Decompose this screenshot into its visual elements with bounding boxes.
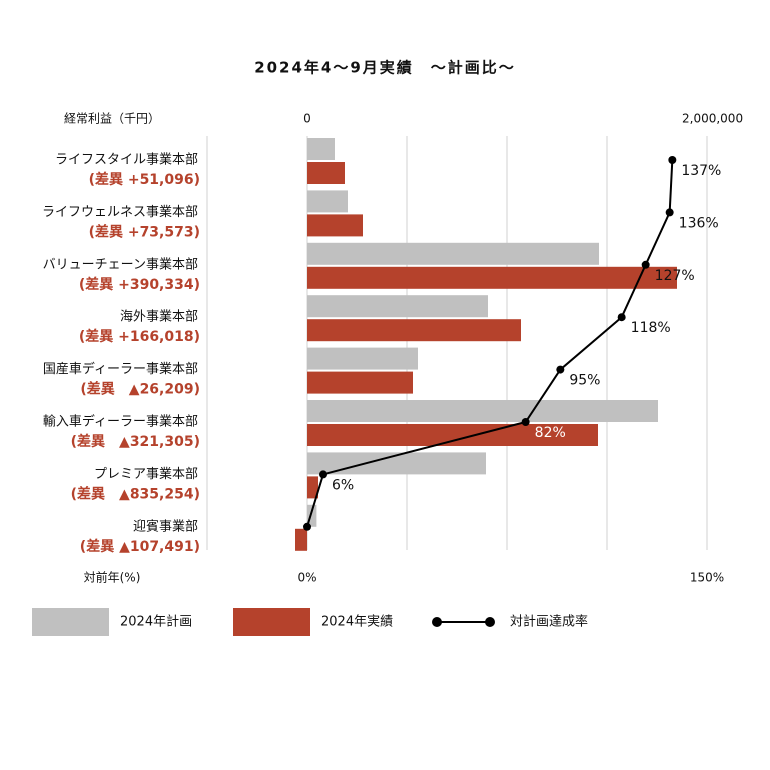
bar bbox=[307, 504, 317, 527]
bar bbox=[307, 190, 348, 213]
bar bbox=[307, 476, 318, 499]
bar bbox=[307, 452, 486, 475]
rate-point bbox=[556, 365, 565, 374]
rate-label: 127% bbox=[655, 268, 695, 284]
bar bbox=[307, 138, 335, 160]
category-label: 国産車ディーラー事業本部 bbox=[43, 361, 198, 377]
category-label: 輸入車ディーラー事業本部 bbox=[43, 414, 198, 430]
category-label: 海外事業本部 bbox=[120, 309, 198, 325]
legend-label: 2024年計画 bbox=[120, 614, 192, 630]
rate-label: 6% bbox=[332, 477, 354, 493]
diff-label: (差異 ▲107,491) bbox=[80, 538, 200, 555]
rate-label: 137% bbox=[681, 163, 721, 179]
diff-label: (差異 ▲26,209) bbox=[80, 381, 200, 398]
x-tick-label: 0 bbox=[303, 112, 311, 126]
rate-point bbox=[521, 418, 530, 426]
bar bbox=[307, 319, 521, 342]
rate-point bbox=[303, 522, 311, 531]
diff-label: (差異 +390,334) bbox=[79, 276, 200, 293]
bar bbox=[307, 371, 413, 394]
diff-label: (差異 +166,018) bbox=[79, 328, 200, 345]
rate-point bbox=[665, 208, 674, 217]
bar bbox=[307, 400, 658, 422]
rate-point bbox=[668, 156, 677, 164]
bar bbox=[307, 214, 363, 237]
legend-label: 2024年実績 bbox=[321, 614, 393, 630]
legend-label: 対計画達成率 bbox=[510, 614, 588, 630]
bar bbox=[307, 266, 677, 289]
bar bbox=[307, 424, 598, 446]
legend-dot bbox=[485, 617, 495, 627]
bar bbox=[307, 162, 345, 184]
rate-point bbox=[319, 470, 327, 479]
legend-swatch bbox=[32, 608, 109, 636]
bar bbox=[307, 295, 488, 318]
bar bbox=[307, 347, 418, 370]
chart-title: 2024年4～9月実績 ～計画比～ bbox=[254, 59, 516, 77]
rate-label: 136% bbox=[679, 215, 719, 231]
rate-point bbox=[641, 260, 650, 269]
rate-label: 118% bbox=[631, 320, 671, 336]
rate-label: 95% bbox=[569, 373, 600, 389]
rate-line bbox=[306, 159, 674, 528]
category-label: ライフスタイル事業本部 bbox=[55, 152, 198, 168]
category-label: 迎賓事業部 bbox=[133, 518, 198, 534]
legend-swatch bbox=[233, 608, 310, 636]
category-label: プレミア事業本部 bbox=[94, 466, 198, 482]
diff-label: (差異 ▲835,254) bbox=[71, 485, 200, 502]
x2-tick-label: 0% bbox=[297, 571, 316, 585]
diff-label: (差異 ▲321,305) bbox=[71, 433, 200, 450]
x-tick-label: 2,000,000 bbox=[682, 112, 743, 126]
x-axis-label: 経常利益（千円） bbox=[64, 112, 160, 126]
diff-label: (差異 +51,096) bbox=[89, 171, 200, 188]
diff-label: (差異 +73,573) bbox=[89, 223, 200, 240]
x2-axis-label: 対前年(%) bbox=[84, 570, 141, 585]
rate-label: 82% bbox=[535, 425, 566, 441]
bar bbox=[295, 528, 307, 551]
x2-tick-label: 150% bbox=[690, 571, 724, 585]
bar bbox=[307, 242, 599, 265]
rate-point bbox=[617, 313, 626, 322]
category-label: ライフウェルネス事業本部 bbox=[42, 204, 198, 220]
category-label: バリューチェーン事業本部 bbox=[43, 256, 198, 272]
legend-dot bbox=[432, 617, 442, 627]
